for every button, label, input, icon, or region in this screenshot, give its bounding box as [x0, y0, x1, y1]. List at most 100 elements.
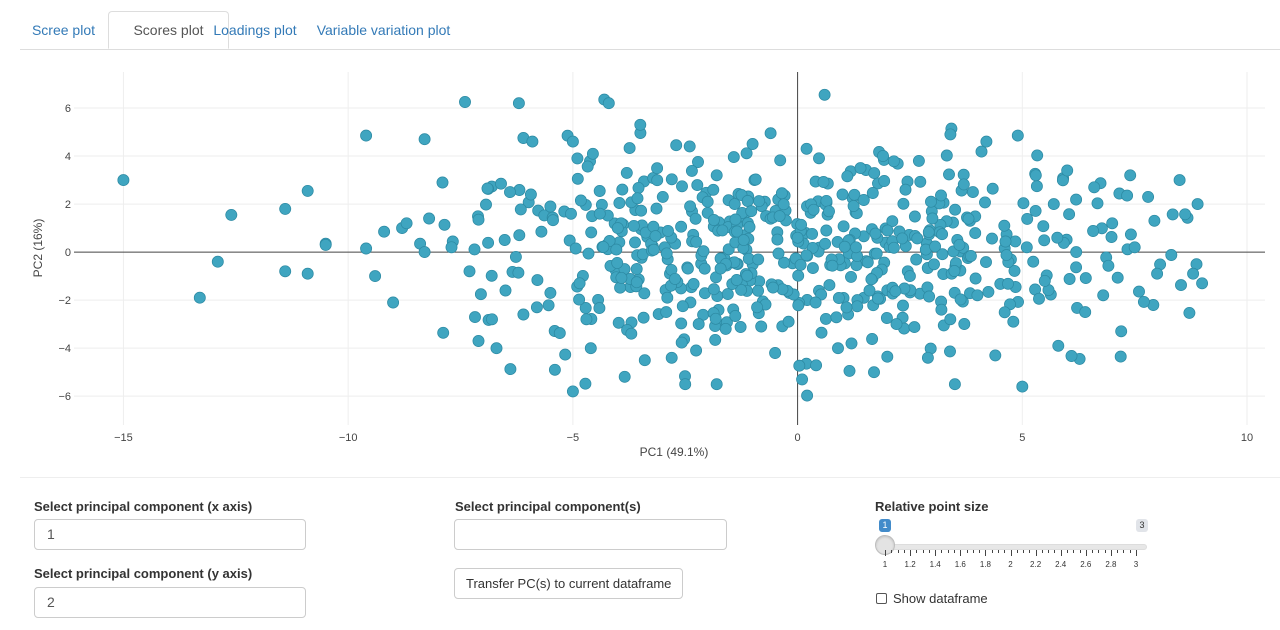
- scatter-point: [1166, 208, 1179, 221]
- scatter-point: [1051, 231, 1064, 244]
- scatter-point: [857, 194, 870, 206]
- scatter-point: [602, 97, 615, 110]
- scatter-point: [741, 195, 754, 207]
- tab-scores-plot[interactable]: Scores plot: [108, 11, 229, 49]
- scatter-point: [896, 232, 909, 245]
- scatter-point: [630, 276, 643, 289]
- scatter-point: [1037, 220, 1050, 233]
- slider-tick-label: 1.2: [904, 560, 916, 569]
- slider-tick-mark: [966, 550, 968, 553]
- scatter-point: [369, 270, 382, 283]
- scatter-point: [571, 172, 584, 185]
- components-select-input[interactable]: [454, 519, 727, 550]
- scatter-point: [400, 217, 413, 230]
- scatter-point: [660, 306, 673, 319]
- x-axis-component-input[interactable]: 1: [34, 519, 306, 550]
- scatter-point: [535, 225, 548, 238]
- y-axis-component-input[interactable]: 2: [34, 587, 306, 618]
- scatter-point: [979, 196, 991, 209]
- scatter-point: [629, 236, 641, 249]
- scatter-point: [921, 351, 934, 364]
- tab-scree-plot[interactable]: Scree plot: [31, 22, 96, 38]
- scatter-point: [1070, 193, 1083, 206]
- slider-tick-mark: [897, 550, 899, 553]
- scatter-point: [1017, 197, 1030, 210]
- show-dataframe-checkbox-row[interactable]: Show dataframe: [876, 590, 988, 606]
- scatter-point: [612, 316, 625, 329]
- slider-value-badge: 1: [879, 519, 891, 532]
- scatter-point: [1031, 149, 1044, 162]
- scatter-point: [840, 301, 853, 314]
- scatter-point: [925, 195, 937, 208]
- scatter-point: [782, 315, 795, 328]
- scatter-point: [580, 313, 593, 326]
- scatter-point: [1020, 241, 1033, 254]
- scatter-point: [869, 227, 882, 240]
- scatter-point: [871, 292, 884, 305]
- tab-variable-variation-plot[interactable]: Variable variation plot: [316, 22, 451, 38]
- scatter-point: [962, 212, 975, 225]
- scatter-point: [809, 296, 822, 309]
- scatter-point: [810, 359, 823, 372]
- scatter-point: [582, 247, 595, 260]
- scatter-point: [887, 155, 900, 168]
- scatter-point: [418, 133, 431, 146]
- scatter-point: [740, 147, 753, 160]
- scatter-point: [980, 135, 993, 148]
- show-dataframe-checkbox[interactable]: [876, 592, 887, 604]
- y-tick-label: 2: [65, 199, 71, 211]
- scatter-point: [698, 262, 711, 275]
- scatter-point: [897, 299, 909, 312]
- scatter-point: [1070, 261, 1083, 274]
- scatter-point: [792, 299, 805, 312]
- scatter-point: [1121, 189, 1134, 202]
- scatter-point: [845, 337, 858, 350]
- tab-loadings-plot[interactable]: Loadings plot: [213, 22, 297, 38]
- scatter-point: [548, 363, 561, 376]
- scatter-point: [613, 197, 626, 209]
- scatter-point: [877, 150, 889, 162]
- scatter-point: [1124, 169, 1137, 182]
- scatter-point: [685, 164, 698, 177]
- scatter-point: [1173, 174, 1186, 187]
- scatter-point: [593, 302, 606, 315]
- scatter-point: [796, 373, 809, 386]
- scatter-point: [319, 238, 332, 251]
- scatter-point: [903, 270, 916, 283]
- scatter-point: [1079, 272, 1092, 285]
- scatter-point: [509, 250, 522, 263]
- y-axis-label: PC2 (16%): [31, 219, 45, 278]
- scatter-point: [878, 175, 891, 187]
- scatter-point: [571, 152, 584, 165]
- scatter-point: [676, 180, 688, 193]
- x-tick-label: −5: [567, 432, 580, 444]
- scatter-point: [301, 184, 314, 197]
- scatter-point: [360, 242, 373, 255]
- scatter-point: [792, 269, 805, 282]
- slider-tick-mark: [1104, 550, 1106, 553]
- slider-tick-mark: [903, 550, 905, 553]
- scatter-point: [819, 237, 832, 250]
- scatter-point: [692, 156, 704, 168]
- scatter-point: [964, 250, 977, 262]
- scatter-point: [714, 262, 727, 275]
- scatter-point: [823, 279, 836, 292]
- slider-tick-mark: [1048, 550, 1050, 553]
- slider-tick-label: 2.8: [1105, 560, 1117, 569]
- scatter-point: [1061, 164, 1074, 177]
- scatter-point: [998, 306, 1011, 319]
- scatter-point: [940, 149, 953, 162]
- scatter-point: [584, 342, 597, 355]
- scatter-point: [989, 349, 1002, 362]
- scatter-point: [944, 128, 957, 141]
- scatter-point: [593, 185, 606, 197]
- scatter-point: [526, 135, 539, 148]
- scatter-point: [472, 335, 485, 347]
- scatter-point: [971, 289, 984, 302]
- scatter-point: [868, 366, 880, 379]
- slider-tick-mark: [1085, 550, 1087, 556]
- transfer-pcs-button[interactable]: Transfer PC(s) to current dataframe: [454, 568, 684, 599]
- scores-plot[interactable]: −15 −10 −5 0 5 10 −6 −4 −2 0 2 4 6 PC1 (49.1%) PC2 …: [0, 50, 1280, 470]
- scatter-point: [850, 241, 862, 254]
- point-size-slider[interactable]: 1 3 1 1.2 1.4 1.6 1.8 2 2.2 2.4 2.6 2.8 3: [875, 516, 1155, 572]
